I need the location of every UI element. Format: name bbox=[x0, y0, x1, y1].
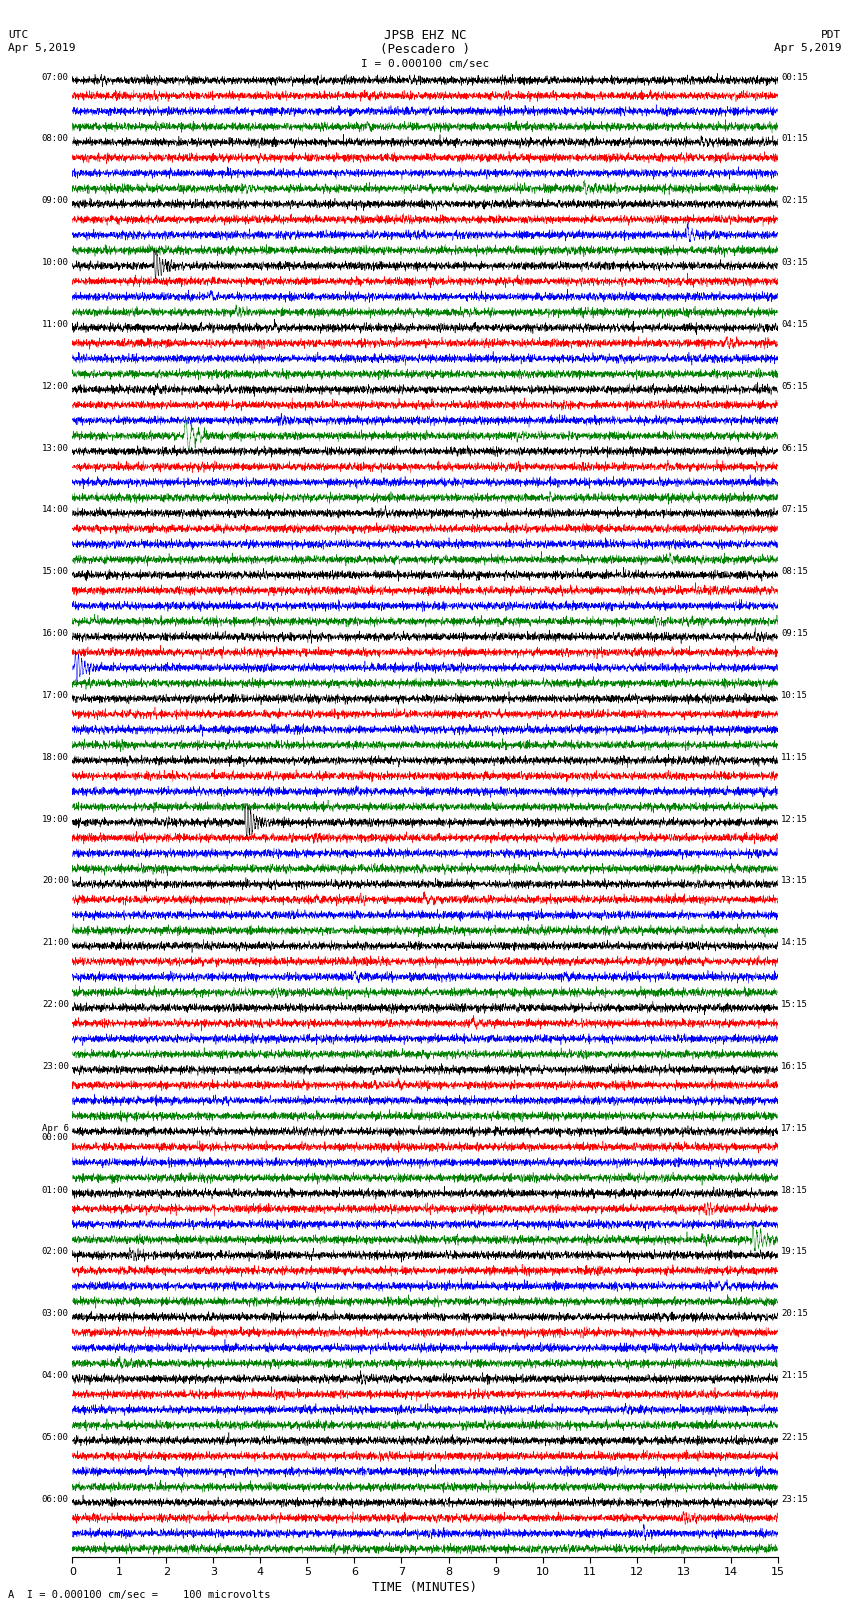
X-axis label: TIME (MINUTES): TIME (MINUTES) bbox=[372, 1581, 478, 1594]
Text: 03:00: 03:00 bbox=[42, 1310, 69, 1318]
Text: (Pescadero ): (Pescadero ) bbox=[380, 44, 470, 56]
Text: 05:15: 05:15 bbox=[781, 382, 808, 390]
Text: 18:00: 18:00 bbox=[42, 753, 69, 761]
Text: 12:15: 12:15 bbox=[781, 815, 808, 824]
Text: 11:00: 11:00 bbox=[42, 319, 69, 329]
Text: 22:15: 22:15 bbox=[781, 1432, 808, 1442]
Text: 02:15: 02:15 bbox=[781, 197, 808, 205]
Text: 00:00: 00:00 bbox=[42, 1132, 69, 1142]
Text: UTC: UTC bbox=[8, 31, 29, 40]
Text: 13:15: 13:15 bbox=[781, 876, 808, 886]
Text: 23:15: 23:15 bbox=[781, 1495, 808, 1503]
Text: 18:15: 18:15 bbox=[781, 1186, 808, 1195]
Text: 10:15: 10:15 bbox=[781, 690, 808, 700]
Text: 15:00: 15:00 bbox=[42, 568, 69, 576]
Text: 05:00: 05:00 bbox=[42, 1432, 69, 1442]
Text: 23:00: 23:00 bbox=[42, 1061, 69, 1071]
Text: 21:15: 21:15 bbox=[781, 1371, 808, 1381]
Text: 09:00: 09:00 bbox=[42, 197, 69, 205]
Text: 14:15: 14:15 bbox=[781, 939, 808, 947]
Text: 10:00: 10:00 bbox=[42, 258, 69, 268]
Text: 04:00: 04:00 bbox=[42, 1371, 69, 1381]
Text: 08:15: 08:15 bbox=[781, 568, 808, 576]
Text: 06:15: 06:15 bbox=[781, 444, 808, 453]
Text: 19:15: 19:15 bbox=[781, 1247, 808, 1257]
Text: 07:15: 07:15 bbox=[781, 505, 808, 515]
Text: 09:15: 09:15 bbox=[781, 629, 808, 639]
Text: 20:15: 20:15 bbox=[781, 1310, 808, 1318]
Text: 20:00: 20:00 bbox=[42, 876, 69, 886]
Text: JPSB EHZ NC: JPSB EHZ NC bbox=[383, 29, 467, 42]
Text: Apr 5,2019: Apr 5,2019 bbox=[8, 44, 76, 53]
Text: 22:00: 22:00 bbox=[42, 1000, 69, 1010]
Text: 16:15: 16:15 bbox=[781, 1061, 808, 1071]
Text: Apr 6: Apr 6 bbox=[42, 1124, 69, 1132]
Text: 01:15: 01:15 bbox=[781, 134, 808, 144]
Text: 01:00: 01:00 bbox=[42, 1186, 69, 1195]
Text: 19:00: 19:00 bbox=[42, 815, 69, 824]
Text: 21:00: 21:00 bbox=[42, 939, 69, 947]
Text: 12:00: 12:00 bbox=[42, 382, 69, 390]
Text: 00:15: 00:15 bbox=[781, 73, 808, 82]
Text: 08:00: 08:00 bbox=[42, 134, 69, 144]
Text: I = 0.000100 cm/sec: I = 0.000100 cm/sec bbox=[361, 60, 489, 69]
Text: 15:15: 15:15 bbox=[781, 1000, 808, 1010]
Text: 04:15: 04:15 bbox=[781, 319, 808, 329]
Text: 17:15: 17:15 bbox=[781, 1124, 808, 1132]
Text: 16:00: 16:00 bbox=[42, 629, 69, 639]
Text: Apr 5,2019: Apr 5,2019 bbox=[774, 44, 842, 53]
Text: 02:00: 02:00 bbox=[42, 1247, 69, 1257]
Text: 03:15: 03:15 bbox=[781, 258, 808, 268]
Text: 17:00: 17:00 bbox=[42, 690, 69, 700]
Text: PDT: PDT bbox=[821, 31, 842, 40]
Text: 07:00: 07:00 bbox=[42, 73, 69, 82]
Text: 13:00: 13:00 bbox=[42, 444, 69, 453]
Text: 06:00: 06:00 bbox=[42, 1495, 69, 1503]
Text: 11:15: 11:15 bbox=[781, 753, 808, 761]
Text: 14:00: 14:00 bbox=[42, 505, 69, 515]
Text: A  I = 0.000100 cm/sec =    100 microvolts: A I = 0.000100 cm/sec = 100 microvolts bbox=[8, 1590, 271, 1600]
